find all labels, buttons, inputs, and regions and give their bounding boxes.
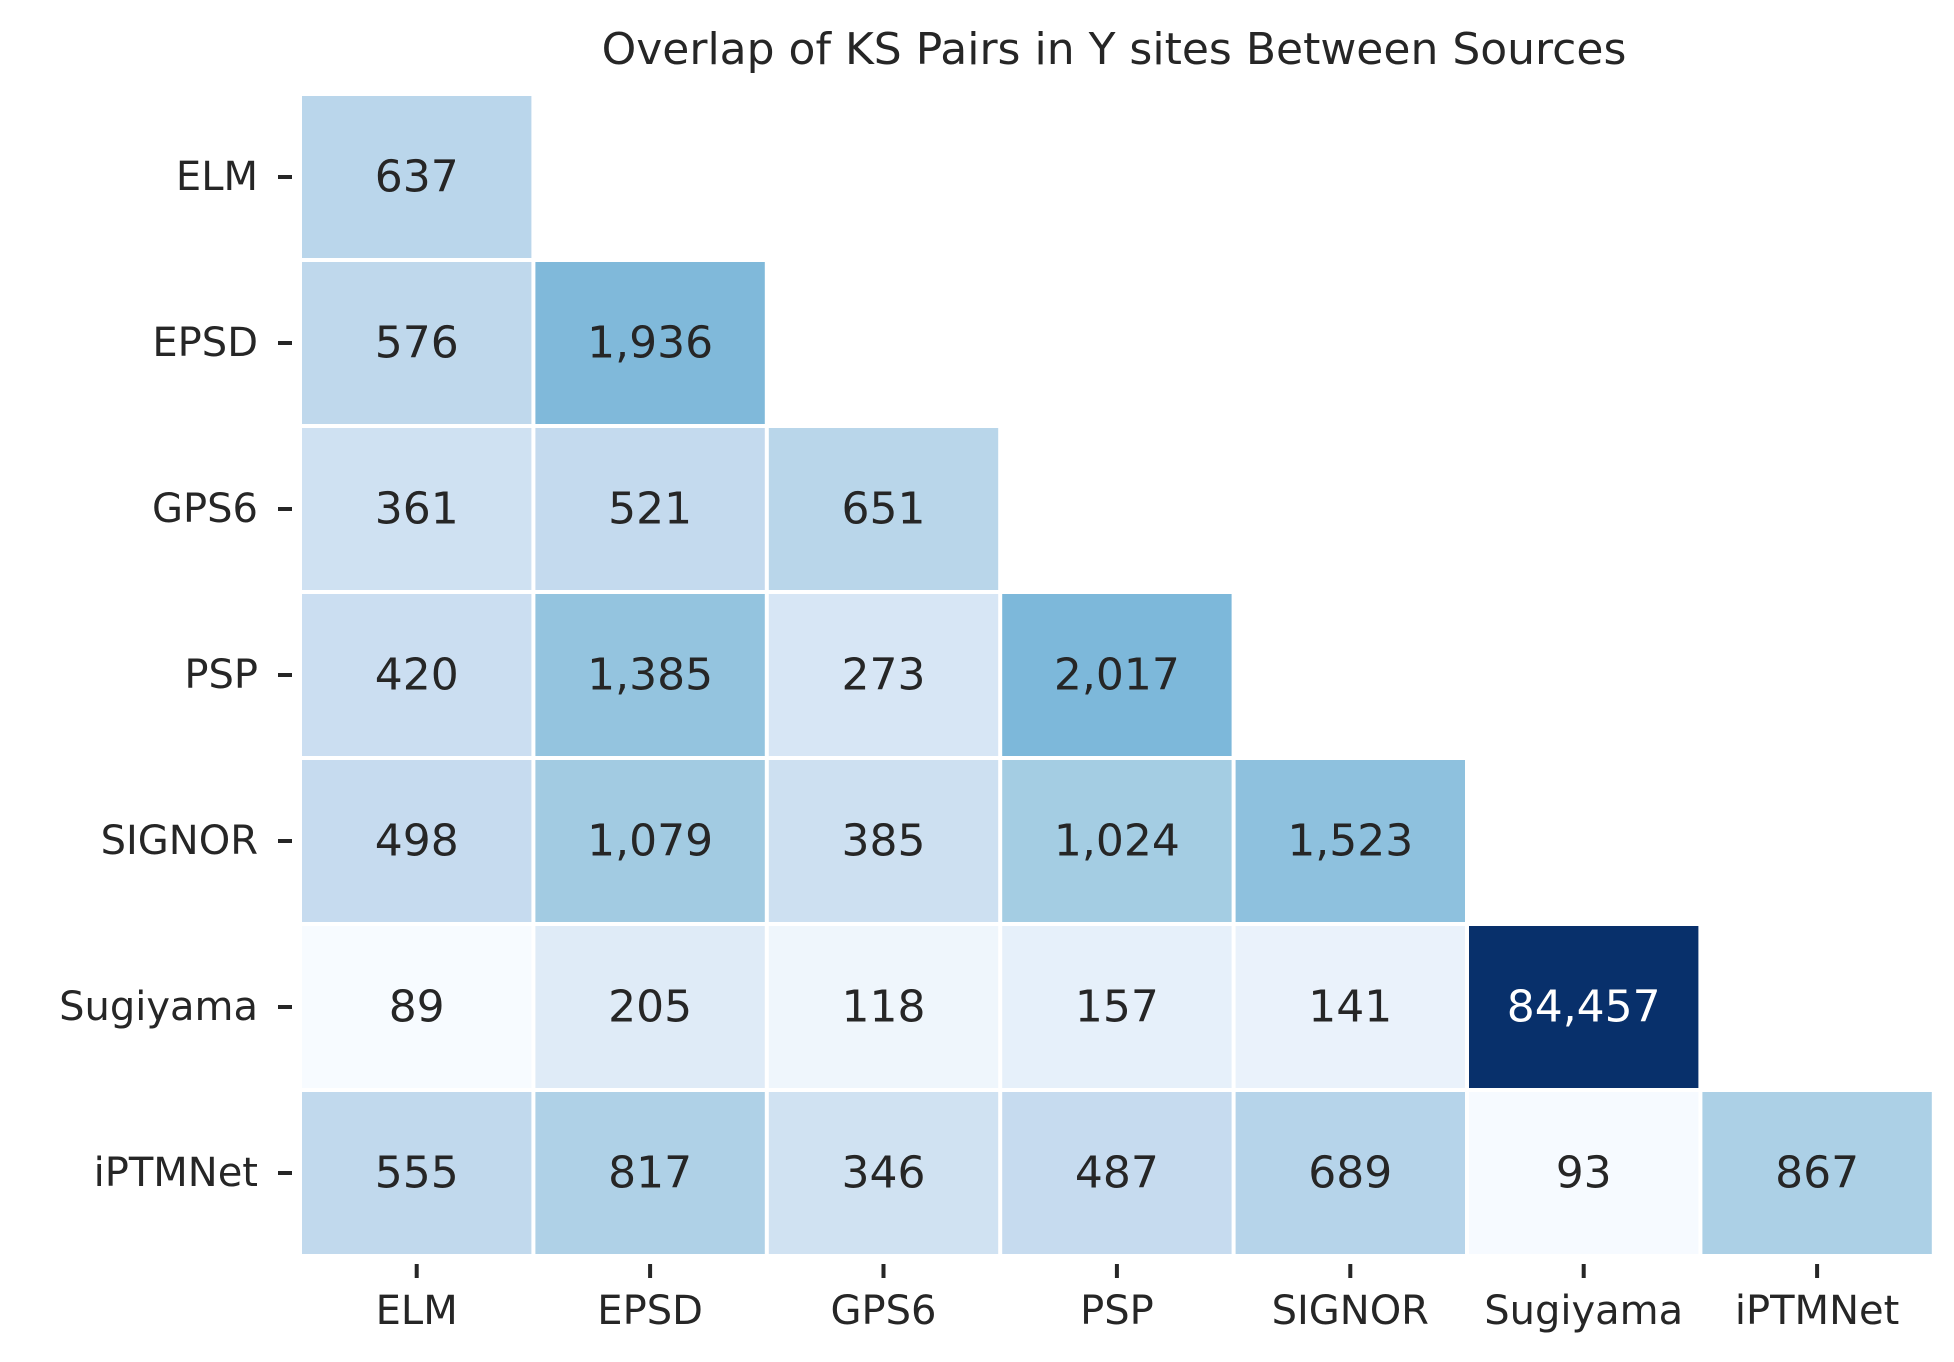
cell-value-label: 1,523: [1287, 816, 1413, 867]
cell-value-label: 89: [389, 982, 445, 1033]
heatmap-cell: [768, 428, 999, 590]
cell-value-label: 361: [375, 484, 459, 535]
heatmap-cell: [302, 262, 532, 424]
heatmap-cell: [535, 428, 765, 590]
cell-value-label: 867: [1775, 1148, 1859, 1199]
heatmap-cell: [1002, 594, 1232, 756]
cell-value-label: 817: [608, 1148, 692, 1199]
x-tick-label: Sugiyama: [1484, 1288, 1683, 1334]
y-tick-label: Sugiyama: [59, 984, 258, 1030]
cell-value-label: 487: [1075, 1148, 1159, 1199]
cell-value-label: 1,079: [587, 816, 713, 867]
x-tick-label: EPSD: [597, 1288, 703, 1334]
y-tick-label: SIGNOR: [101, 818, 258, 864]
cell-value-label: 346: [842, 1148, 926, 1199]
y-tick-label: EPSD: [152, 320, 258, 366]
heatmap-cell: [1469, 926, 1699, 1088]
heatmap-cell: [302, 926, 532, 1088]
chart-title: Overlap of KS Pairs in Y sites Between S…: [602, 24, 1627, 75]
cell-value-label: 385: [842, 816, 926, 867]
x-tick-label: PSP: [1080, 1288, 1154, 1334]
heatmap-cell: [768, 1092, 999, 1254]
cell-value-label: 637: [375, 152, 459, 203]
cell-value-label: 555: [375, 1148, 459, 1199]
x-tick-label: ELM: [376, 1288, 458, 1334]
heatmap-cells: 637 576 1,936 361 521 651 420 1,385 273 2,017 498 1…: [302, 96, 1932, 1254]
heatmap-cell: [1235, 760, 1465, 922]
cell-value-label: 498: [375, 816, 459, 867]
cell-value-label: 141: [1308, 982, 1392, 1033]
heatmap-cell: [535, 760, 765, 922]
heatmap-cell: [1235, 1092, 1465, 1254]
cell-value-label: 1,385: [587, 650, 713, 701]
x-tick-label: GPS6: [831, 1288, 937, 1334]
heatmap-cell: [535, 926, 765, 1088]
cell-value-label: 157: [1075, 982, 1159, 1033]
y-tick-label: PSP: [184, 652, 258, 698]
cell-value-label: 576: [375, 318, 459, 369]
cell-value-label: 521: [608, 484, 692, 535]
cell-value-label: 2,017: [1054, 650, 1180, 701]
cell-value-label: 273: [842, 650, 926, 701]
heatmap-cell: [302, 428, 532, 590]
x-tick-label: iPTMNet: [1735, 1288, 1899, 1334]
y-tick-label: iPTMNet: [94, 1150, 258, 1196]
heatmap-cell: [302, 594, 532, 756]
heatmap-cell: [302, 96, 532, 258]
heatmap-cell: [302, 760, 532, 922]
heatmap-cell: [1002, 1092, 1232, 1254]
heatmap-cell: [1002, 926, 1232, 1088]
cell-value-label: 84,457: [1507, 982, 1661, 1033]
cell-value-label: 1,024: [1054, 816, 1180, 867]
cell-value-label: 420: [375, 650, 459, 701]
heatmap-cell: [1235, 926, 1465, 1088]
cell-value-label: 205: [608, 982, 692, 1033]
cell-value-label: 1,936: [587, 318, 713, 369]
heatmap-cell: [768, 594, 999, 756]
heatmap-cell: [1469, 1092, 1699, 1254]
heatmap-cell: [768, 760, 999, 922]
y-axis: ELM EPSD GPS6 PSP SIGNOR Sugiyama iPTMNet: [59, 154, 292, 1196]
heatmap-cell: [535, 262, 765, 424]
y-tick-label: ELM: [176, 154, 258, 200]
heatmap-cell: [535, 1092, 765, 1254]
y-tick-label: GPS6: [152, 486, 258, 532]
x-axis: ELM EPSD GPS6 PSP SIGNOR Sugiyama iPTMNet: [376, 1264, 1899, 1334]
x-tick-label: SIGNOR: [1272, 1288, 1429, 1334]
cell-value-label: 118: [842, 982, 926, 1033]
cell-value-label: 93: [1556, 1148, 1612, 1199]
cell-value-label: 689: [1308, 1148, 1392, 1199]
heatmap-cell: [302, 1092, 532, 1254]
heatmap-cell: [1702, 1092, 1932, 1254]
heatmap-cell: [768, 926, 999, 1088]
heatmap-cell: [1002, 760, 1232, 922]
heatmap-cell: [535, 594, 765, 756]
cell-value-label: 651: [842, 484, 926, 535]
